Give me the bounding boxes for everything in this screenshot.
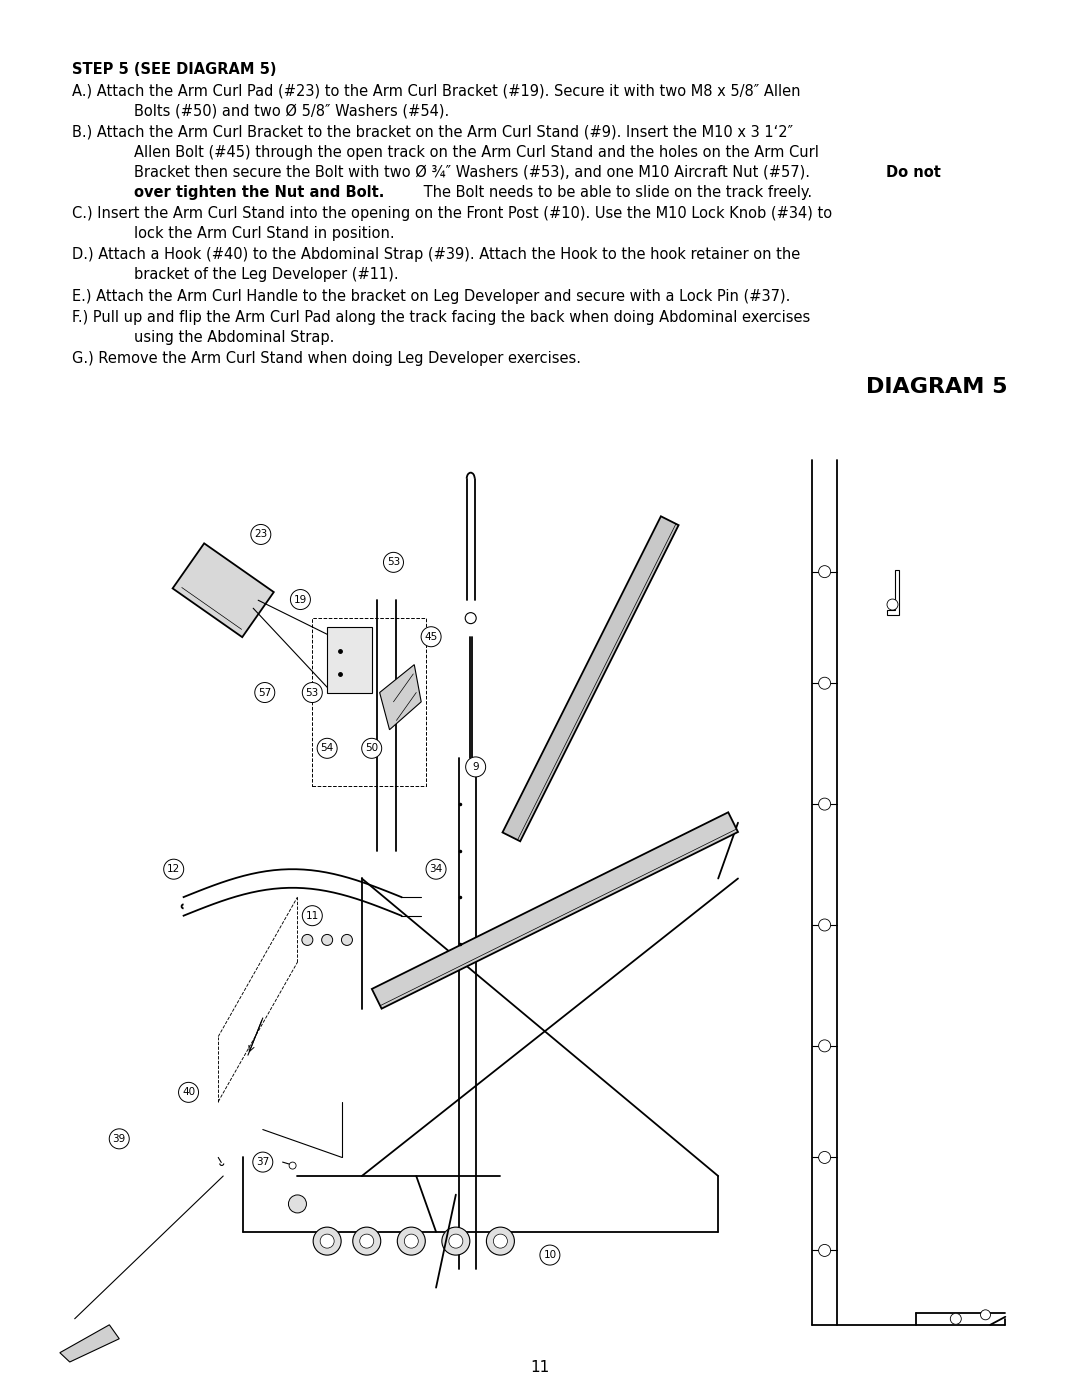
Circle shape (887, 599, 897, 610)
Circle shape (465, 757, 486, 777)
Circle shape (341, 935, 352, 946)
Circle shape (819, 798, 831, 810)
Text: 37: 37 (256, 1157, 269, 1166)
Polygon shape (372, 812, 738, 1009)
Polygon shape (173, 543, 274, 637)
Polygon shape (327, 627, 372, 693)
Text: Bolts (#50) and two Ø 5/8″ Washers (#54).: Bolts (#50) and two Ø 5/8″ Washers (#54)… (134, 103, 449, 119)
Circle shape (494, 1234, 508, 1248)
Circle shape (486, 1227, 514, 1255)
Circle shape (288, 1194, 307, 1213)
Text: 10: 10 (543, 1250, 556, 1260)
Circle shape (426, 859, 446, 879)
Circle shape (397, 1227, 426, 1255)
Circle shape (164, 859, 184, 879)
Text: over tighten the Nut and Bolt.: over tighten the Nut and Bolt. (134, 184, 384, 200)
Text: using the Abdominal Strap.: using the Abdominal Strap. (134, 330, 335, 345)
Circle shape (819, 919, 831, 930)
Circle shape (302, 683, 322, 703)
Circle shape (404, 1234, 418, 1248)
Circle shape (178, 1083, 199, 1102)
Text: 54: 54 (321, 743, 334, 753)
Text: 9: 9 (472, 761, 478, 773)
Circle shape (255, 683, 274, 703)
Polygon shape (380, 665, 421, 729)
Circle shape (289, 1162, 296, 1169)
Text: A.) Attach the Arm Curl Pad (#23) to the Arm Curl Bracket (#19). Secure it with : A.) Attach the Arm Curl Pad (#23) to the… (72, 84, 800, 98)
Text: E.) Attach the Arm Curl Handle to the bracket on Leg Developer and secure with a: E.) Attach the Arm Curl Handle to the br… (72, 289, 791, 303)
Circle shape (819, 566, 831, 577)
Circle shape (383, 552, 404, 573)
Text: 53: 53 (387, 557, 400, 567)
Circle shape (950, 1313, 961, 1324)
Circle shape (465, 613, 476, 623)
Circle shape (253, 1153, 273, 1172)
Text: The Bolt needs to be able to slide on the track freely.: The Bolt needs to be able to slide on th… (419, 184, 812, 200)
Text: F.) Pull up and flip the Arm Curl Pad along the track facing the back when doing: F.) Pull up and flip the Arm Curl Pad al… (72, 310, 810, 324)
Circle shape (421, 627, 441, 647)
Text: DIAGRAM 5: DIAGRAM 5 (866, 377, 1008, 397)
Text: D.) Attach a Hook (#40) to the Abdominal Strap (#39). Attach the Hook to the hoo: D.) Attach a Hook (#40) to the Abdominal… (72, 247, 800, 263)
Circle shape (819, 1151, 831, 1164)
Text: Bracket then secure the Bolt with two Ø ¾″ Washers (#53), and one M10 Aircraft N: Bracket then secure the Bolt with two Ø … (134, 165, 814, 180)
Text: STEP 5 (SEE DIAGRAM 5): STEP 5 (SEE DIAGRAM 5) (72, 61, 276, 77)
Circle shape (302, 905, 322, 926)
Polygon shape (502, 517, 678, 841)
Circle shape (291, 590, 310, 609)
Circle shape (251, 524, 271, 545)
Circle shape (442, 1227, 470, 1255)
Text: 40: 40 (183, 1087, 195, 1098)
Circle shape (362, 739, 381, 759)
Text: 23: 23 (254, 529, 268, 539)
Circle shape (819, 1039, 831, 1052)
Text: C.) Insert the Arm Curl Stand into the opening on the Front Post (#10). Use the : C.) Insert the Arm Curl Stand into the o… (72, 205, 832, 221)
Circle shape (320, 1234, 334, 1248)
Text: B.) Attach the Arm Curl Bracket to the bracket on the Arm Curl Stand (#9). Inser: B.) Attach the Arm Curl Bracket to the b… (72, 124, 793, 140)
Circle shape (301, 935, 313, 946)
Text: 11: 11 (306, 911, 319, 921)
Polygon shape (59, 1324, 119, 1362)
Text: Do not: Do not (886, 165, 941, 180)
Circle shape (109, 1129, 130, 1148)
Circle shape (540, 1245, 559, 1266)
Circle shape (819, 1245, 831, 1256)
Text: 12: 12 (167, 865, 180, 875)
Text: 53: 53 (306, 687, 319, 697)
Circle shape (322, 935, 333, 946)
Bar (312, 617, 427, 785)
Text: 57: 57 (258, 687, 271, 697)
Text: bracket of the Leg Developer (#11).: bracket of the Leg Developer (#11). (134, 267, 399, 282)
Circle shape (819, 678, 831, 689)
Circle shape (313, 1227, 341, 1255)
Text: 11: 11 (530, 1361, 550, 1375)
Text: 39: 39 (112, 1134, 126, 1144)
Text: lock the Arm Curl Stand in position.: lock the Arm Curl Stand in position. (134, 226, 394, 242)
Text: G.) Remove the Arm Curl Stand when doing Leg Developer exercises.: G.) Remove the Arm Curl Stand when doing… (72, 351, 581, 366)
Text: Allen Bolt (#45) through the open track on the Arm Curl Stand and the holes on t: Allen Bolt (#45) through the open track … (134, 144, 819, 159)
Circle shape (981, 1310, 990, 1320)
Text: 45: 45 (424, 631, 437, 641)
Text: 34: 34 (430, 865, 443, 875)
Circle shape (353, 1227, 381, 1255)
Circle shape (360, 1234, 374, 1248)
Text: 50: 50 (365, 743, 378, 753)
Circle shape (449, 1234, 463, 1248)
Text: 19: 19 (294, 595, 307, 605)
Circle shape (318, 739, 337, 759)
